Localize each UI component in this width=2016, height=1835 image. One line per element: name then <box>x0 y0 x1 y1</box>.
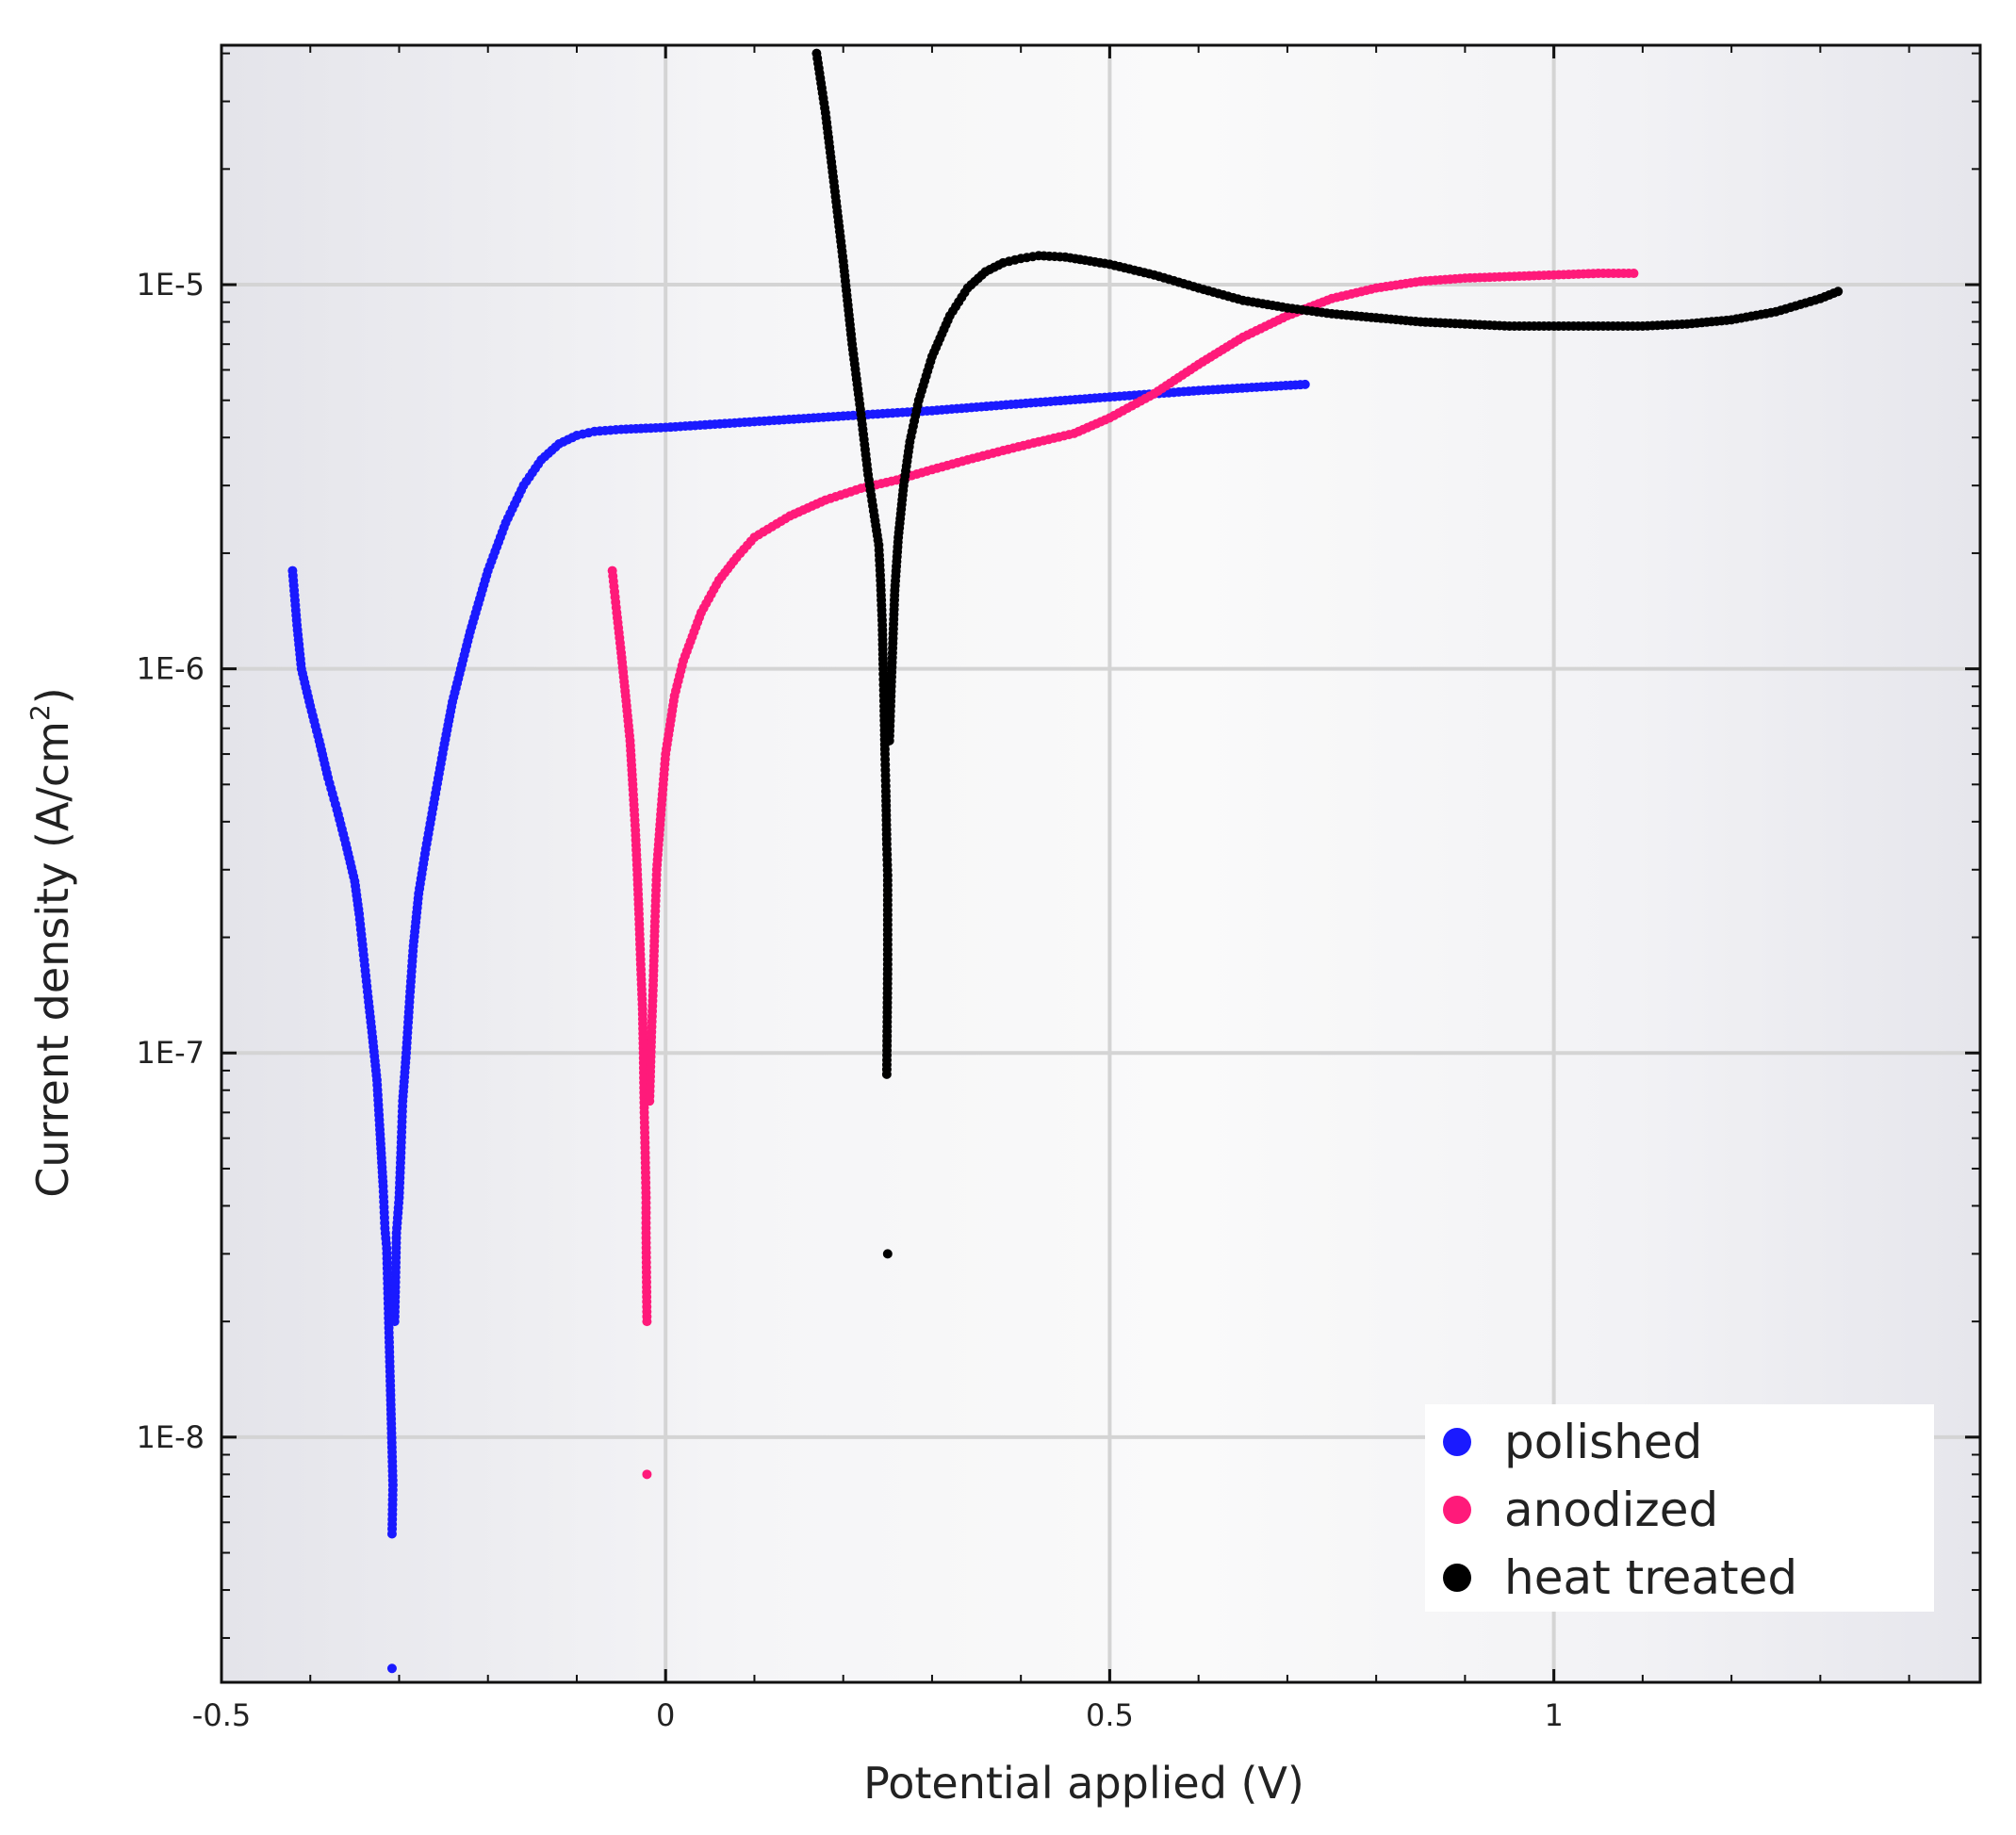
legend-label: anodized <box>1504 1483 1718 1537</box>
y-tick-label: 1E-8 <box>137 1419 205 1455</box>
data-point <box>386 1663 397 1674</box>
y-axis-title-superscript: 2 <box>25 704 56 721</box>
y-tick-label: 1E-7 <box>137 1035 205 1071</box>
series-anodized <box>607 269 1639 1480</box>
axis-ticks <box>220 45 1980 1682</box>
series-heat-treated <box>811 48 1844 1259</box>
data-point <box>881 1069 892 1079</box>
y-tick-label: 1E-6 <box>137 651 205 687</box>
data-point <box>1629 269 1639 279</box>
plot-frame <box>220 43 1982 1684</box>
legend-marker <box>1443 1428 1471 1456</box>
data-point <box>1300 379 1310 389</box>
x-tick-label: 1 <box>1544 1697 1563 1733</box>
data-point <box>882 1249 893 1259</box>
y-axis-title: Current density (A/cm2) <box>25 687 78 1197</box>
x-tick-label: 0.5 <box>1086 1697 1134 1733</box>
series-points <box>287 48 1844 1674</box>
legend-box <box>1425 1404 1934 1612</box>
x-tick-label: -0.5 <box>192 1697 251 1733</box>
series-polished <box>287 379 1310 1674</box>
legend-label: polished <box>1504 1415 1702 1469</box>
legend: polished anodized heat treated <box>1425 1404 1934 1612</box>
x-axis-title: Potential applied (V) <box>863 1758 1304 1809</box>
tick-labels: -0.5 0 0.5 1 1E-8 1E-7 1E-6 1E-5 <box>137 267 1564 1733</box>
y-axis-title-suffix: ) <box>27 687 78 704</box>
legend-items: polished anodized heat treated <box>1443 1415 1797 1605</box>
data-point <box>642 1469 652 1480</box>
legend-label: heat treated <box>1504 1550 1797 1605</box>
legend-marker <box>1443 1564 1471 1592</box>
x-tick-label: 0 <box>656 1697 675 1733</box>
grid-lines <box>221 45 1980 1682</box>
y-tick-label: 1E-5 <box>137 267 205 303</box>
data-point <box>1833 287 1844 297</box>
data-point <box>642 1317 652 1327</box>
legend-marker <box>1443 1496 1471 1524</box>
data-point <box>386 1529 397 1539</box>
